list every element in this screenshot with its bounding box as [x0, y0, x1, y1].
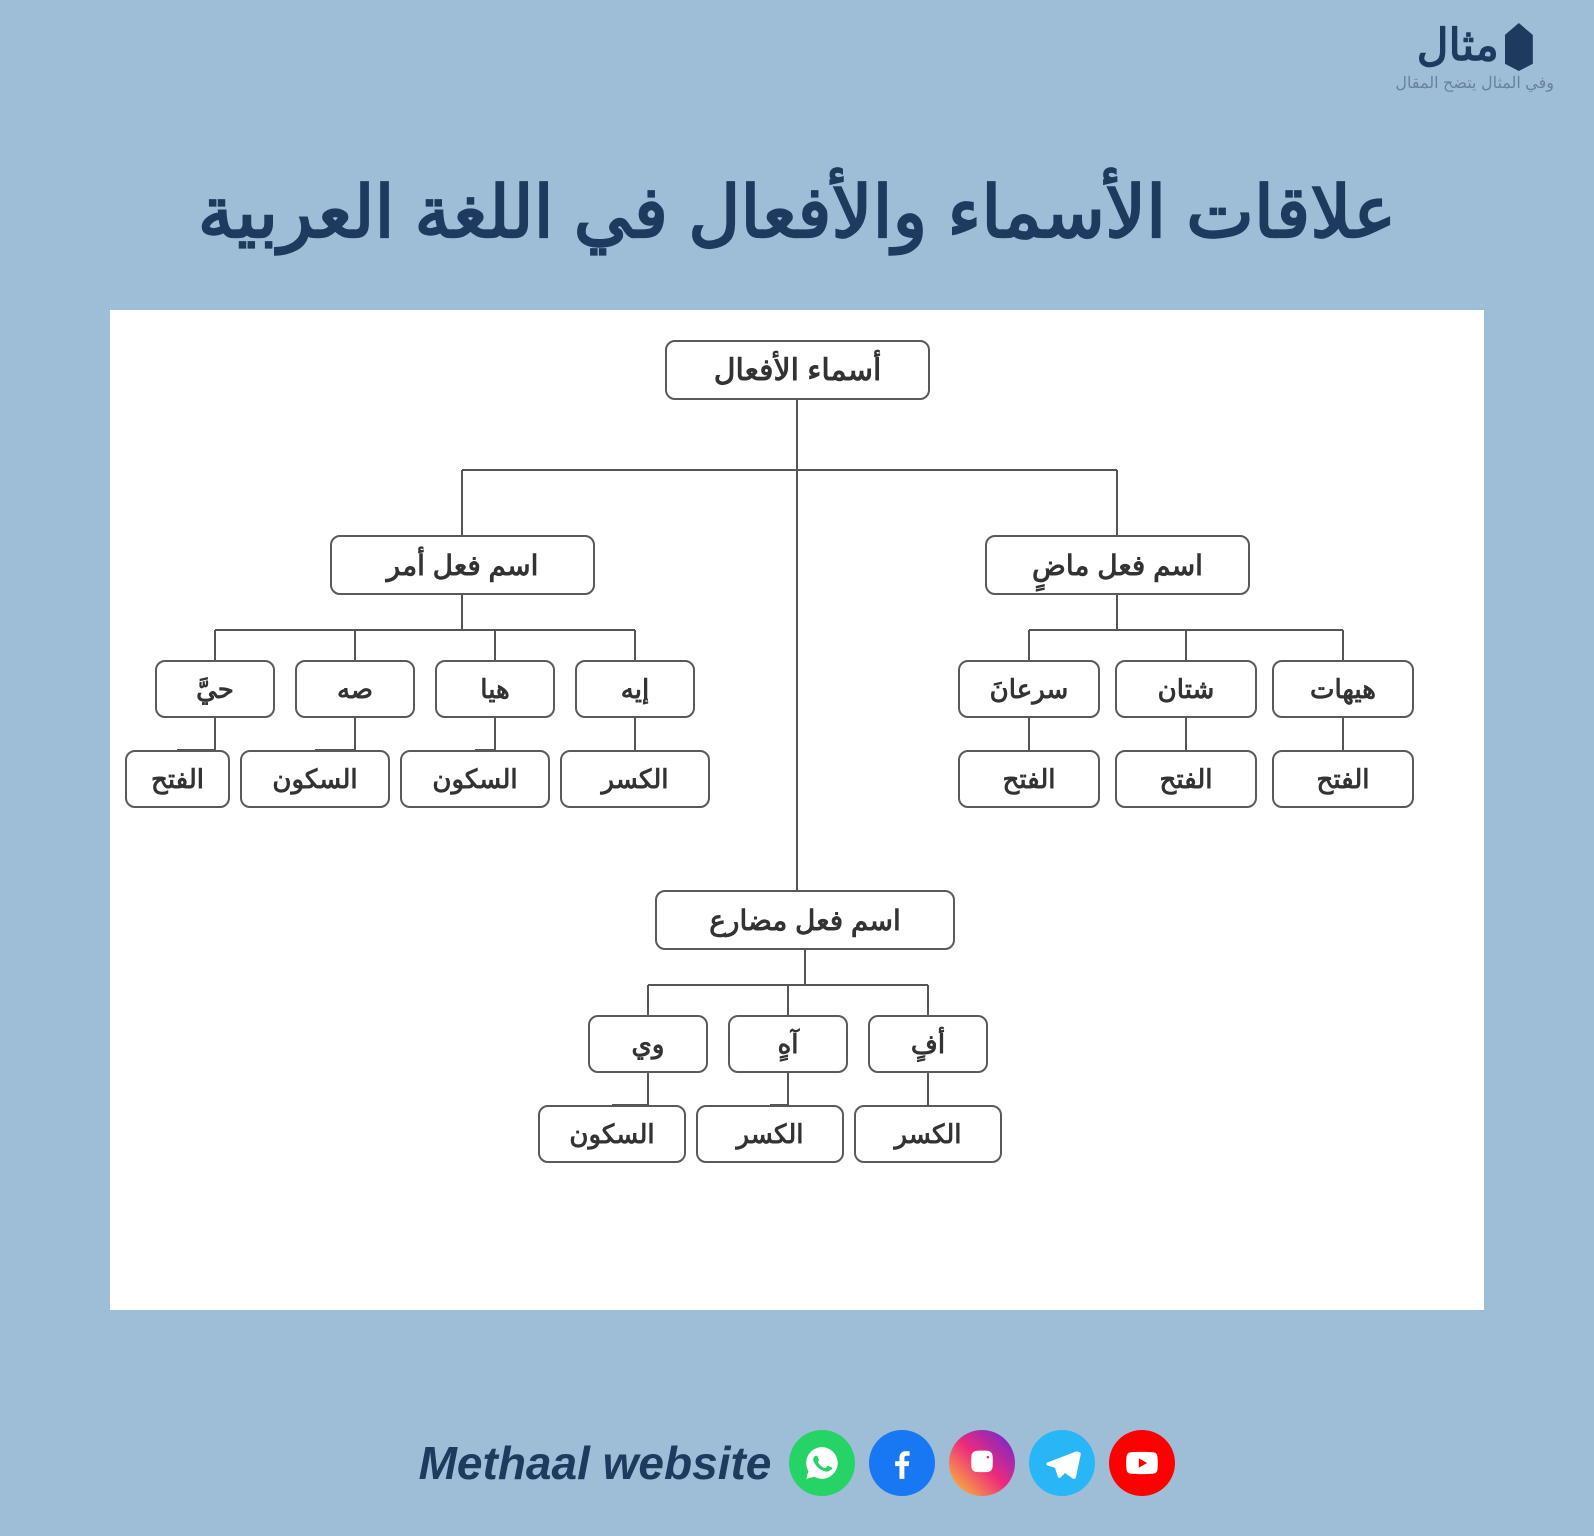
node-p3b: الفتح: [958, 750, 1100, 808]
brand-logo: مثال وفي المثال يتضح المقال: [1395, 20, 1554, 93]
node-r1b: الكسر: [854, 1105, 1002, 1163]
node-r2: آهٍ: [728, 1015, 848, 1073]
node-i1: إيه: [575, 660, 695, 718]
node-p1b: الفتح: [1272, 750, 1414, 808]
social-icons: [789, 1430, 1175, 1496]
node-past: اسم فعل ماضٍ: [985, 535, 1250, 595]
instagram-icon[interactable]: [949, 1430, 1015, 1496]
node-p1: هيهات: [1272, 660, 1414, 718]
footer-text: Methaal website: [419, 1436, 772, 1490]
facebook-icon[interactable]: [869, 1430, 935, 1496]
footer: Methaal website: [0, 1430, 1594, 1496]
diagram-panel: أسماء الأفعال اسم فعل ماضٍ اسم فعل أمر هيها…: [110, 310, 1484, 1310]
node-i1b: الكسر: [560, 750, 710, 808]
node-r3b: السكون: [538, 1105, 686, 1163]
node-p3: سرعانَ: [958, 660, 1100, 718]
logo-mark: مثال: [1395, 20, 1554, 71]
node-r1: أفٍ: [868, 1015, 988, 1073]
node-i2b: السكون: [400, 750, 550, 808]
node-i4: حيَّ: [155, 660, 275, 718]
telegram-icon[interactable]: [1029, 1430, 1095, 1496]
logo-text: مثال: [1417, 20, 1499, 71]
node-i3b: السكون: [240, 750, 390, 808]
node-r3: وي: [588, 1015, 708, 1073]
node-root: أسماء الأفعال: [665, 340, 930, 400]
node-pres: اسم فعل مضارع: [655, 890, 955, 950]
node-i4b: الفتح: [125, 750, 230, 808]
page-root: مثال وفي المثال يتضح المقال علاقات الأسم…: [0, 0, 1594, 1536]
logo-subtitle: وفي المثال يتضح المقال: [1395, 73, 1554, 93]
youtube-icon[interactable]: [1109, 1430, 1175, 1496]
pen-icon: [1505, 23, 1533, 71]
page-title: علاقات الأسماء والأفعال في اللغة العربية: [0, 170, 1594, 254]
node-impv: اسم فعل أمر: [330, 535, 595, 595]
node-i3: صه: [295, 660, 415, 718]
node-r2b: الكسر: [696, 1105, 844, 1163]
node-p2: شتان: [1115, 660, 1257, 718]
node-i2: هيا: [435, 660, 555, 718]
whatsapp-icon[interactable]: [789, 1430, 855, 1496]
node-p2b: الفتح: [1115, 750, 1257, 808]
